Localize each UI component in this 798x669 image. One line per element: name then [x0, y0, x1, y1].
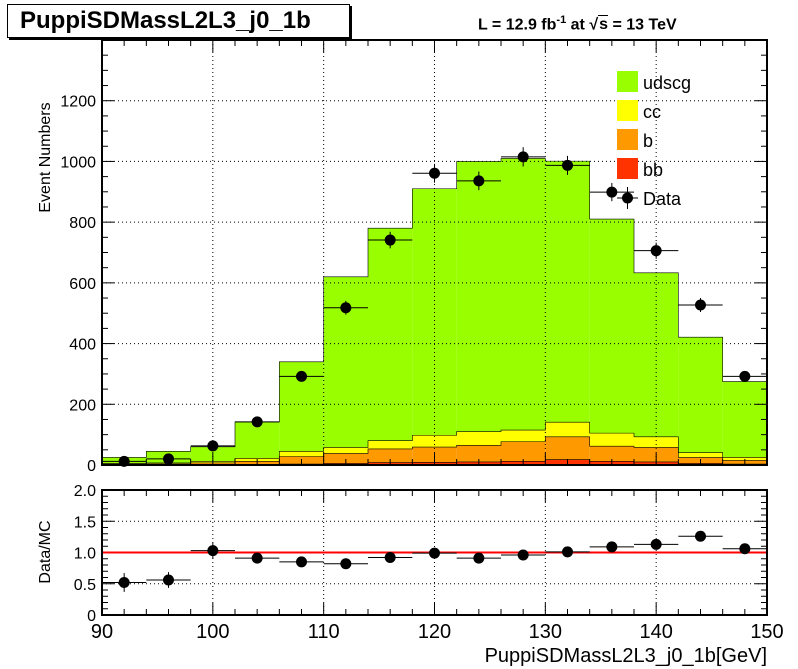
ratio-point: [384, 552, 396, 563]
main-frame: [101, 39, 768, 466]
bar-udscg: [235, 421, 280, 459]
plot-title: PuppiSDMassL2L3_j0_1b: [7, 4, 350, 38]
ratio-point: [739, 543, 751, 555]
bar-b: [368, 448, 413, 463]
lumi-exponent: -1: [556, 14, 567, 26]
bar-udscg: [545, 161, 590, 423]
stack-outline-b: [102, 436, 767, 465]
ratio-point: [473, 552, 485, 564]
y-tick-label-main: 800: [69, 215, 96, 232]
legend-swatch-bb: [617, 158, 638, 179]
data-point: [562, 159, 573, 171]
data-point: [207, 440, 219, 452]
bar-b: [589, 446, 634, 462]
ratio-point: [207, 545, 219, 557]
luminosity-label: L = 12.9 fb-1 at √s = 13 TeV: [478, 14, 677, 34]
y-tick-label-ratio: 1.5: [74, 514, 96, 531]
bar-udscg: [589, 219, 634, 434]
x-axis-label: PuppiSDMassL2L3_j0_1b[GeV]: [485, 645, 767, 667]
y-tick-label-main: 0: [87, 458, 96, 475]
data-point: [251, 416, 263, 428]
y-axis-label-main: Event Numbers: [37, 102, 54, 212]
y-axis-label-ratio: Data/MC: [37, 520, 54, 583]
ratio-point: [118, 577, 130, 588]
legend-label-udscg: udscg: [643, 73, 691, 93]
bar-b: [323, 453, 368, 464]
legend-swatch-udscg: [617, 71, 638, 92]
ratio-point: [429, 547, 440, 559]
data-point: [517, 151, 529, 163]
bar-udscg: [501, 158, 546, 431]
bar-cc: [678, 452, 723, 458]
bar-cc: [279, 451, 324, 457]
bar-cc: [545, 422, 590, 437]
data-point: [695, 299, 706, 311]
ratio-point: [606, 541, 618, 553]
legend-label-data: Data: [643, 189, 682, 209]
sqrt-symbol: √: [589, 16, 599, 34]
x-tick-label: 120: [418, 621, 451, 643]
lumi-energy: = 13 TeV: [608, 16, 677, 34]
y-tick-label-ratio: 0: [87, 608, 96, 625]
bar-b: [501, 441, 546, 462]
y-tick-label-main: 1200: [60, 94, 96, 111]
y-tick-label-main: 200: [69, 397, 96, 414]
y-tick-label-main: 600: [69, 276, 96, 293]
data-point: [296, 370, 307, 382]
ratio-point: [650, 538, 662, 550]
data-point: [473, 175, 485, 187]
data-point: [163, 453, 174, 465]
ratio-point: [517, 549, 529, 561]
bar-udscg: [678, 337, 723, 453]
y-tick-label-main: 400: [69, 337, 96, 354]
x-tick-label: 110: [308, 621, 340, 643]
legend-swatch-cc: [617, 100, 638, 121]
bar-cc: [412, 435, 457, 448]
lumi-prefix: L = 12.9 fb: [478, 16, 557, 34]
ratio-point: [695, 530, 706, 542]
legend-swatch-b: [617, 129, 638, 150]
ratio-point: [163, 574, 174, 586]
ratio-point: [296, 556, 307, 568]
x-tick-label: 140: [639, 621, 672, 643]
ratio-point: [340, 558, 352, 570]
stack-outline-cc: [102, 421, 767, 464]
ratio-frame: [101, 489, 768, 616]
bar-cc: [501, 430, 546, 442]
ratio-point: [562, 546, 573, 558]
bar-cc: [589, 433, 634, 447]
x-tick-label: 100: [196, 621, 229, 643]
x-tick-label: 130: [529, 621, 562, 643]
data-point: [384, 234, 396, 246]
bar-udscg: [368, 228, 413, 441]
y-tick-label-ratio: 0.5: [74, 577, 96, 594]
legend-label-bb: bb: [643, 160, 663, 180]
x-tick-label: 90: [91, 621, 113, 643]
data-point: [340, 302, 352, 314]
data-point: [606, 186, 618, 198]
bar-udscg: [722, 381, 767, 458]
bar-cc: [323, 447, 368, 454]
bar-cc: [634, 436, 679, 448]
legend-label-cc: cc: [643, 102, 661, 122]
data-point: [650, 245, 662, 257]
ratio-point: [251, 552, 263, 564]
y-tick-label-ratio: 2.0: [74, 483, 96, 500]
y-tick-label-main: 1000: [60, 154, 96, 171]
legend-label-b: b: [643, 131, 653, 151]
bar-b: [456, 445, 501, 462]
bar-cc: [722, 457, 767, 461]
lumi-s: s: [598, 15, 608, 34]
bar-cc: [368, 440, 413, 449]
x-tick-label: 150: [750, 621, 783, 643]
bar-b: [545, 436, 590, 460]
legend-marker-data: [622, 192, 633, 204]
data-point: [429, 167, 440, 179]
lumi-at: at: [566, 16, 590, 34]
y-tick-label-ratio: 1.0: [74, 546, 96, 563]
data-point: [739, 370, 751, 382]
bar-cc: [456, 431, 501, 446]
bar-udscg: [456, 161, 501, 432]
